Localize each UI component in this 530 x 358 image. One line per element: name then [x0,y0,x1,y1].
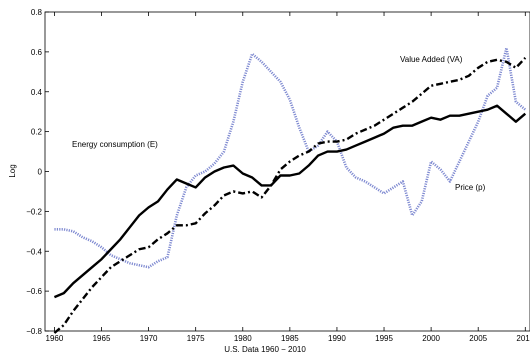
y-tick-label: −0.6 [26,287,42,296]
x-tick-label: 1970 [140,334,158,343]
series-layer [53,46,527,334]
value-added-series-line [53,57,527,334]
energy-series-line [53,104,527,299]
value-added-annotation: Value Added (VA) [400,55,463,64]
x-tick-label: 1980 [234,334,252,343]
x-tick-label: 1985 [281,334,299,343]
y-tick-label: −0.4 [26,247,42,256]
y-tick-label: 0 [38,168,43,177]
x-tick-label: 1990 [328,334,346,343]
y-axis-title: Log [8,164,17,177]
tick-layer: 1960 1965 1970 1975 1980 1985 1990 1995 2000 2005… [26,8,530,343]
x-tick-label: 1960 [46,334,64,343]
y-tick-label: 0.6 [31,48,43,57]
y-tick-label: 0.2 [31,128,43,137]
y-tick-label: −0.2 [26,207,42,216]
x-tick-label: 1965 [93,334,111,343]
x-tick-label: 1975 [187,334,205,343]
price-series-line [54,46,527,269]
price-annotation: Price (p) [455,183,486,192]
x-tick-label: 2005 [469,334,487,343]
x-tick-label: 2010 [516,334,530,343]
x-tick-label: 1995 [375,334,393,343]
x-tick-label: 2000 [422,334,440,343]
y-tick-label: −0.8 [26,327,42,336]
y-tick-label: 0.8 [31,8,43,17]
x-axis-title: U.S. Data 1960 − 2010 [224,345,306,354]
energy-annotation: Energy consumption (E) [72,140,158,149]
y-tick-label: 0.4 [31,88,43,97]
